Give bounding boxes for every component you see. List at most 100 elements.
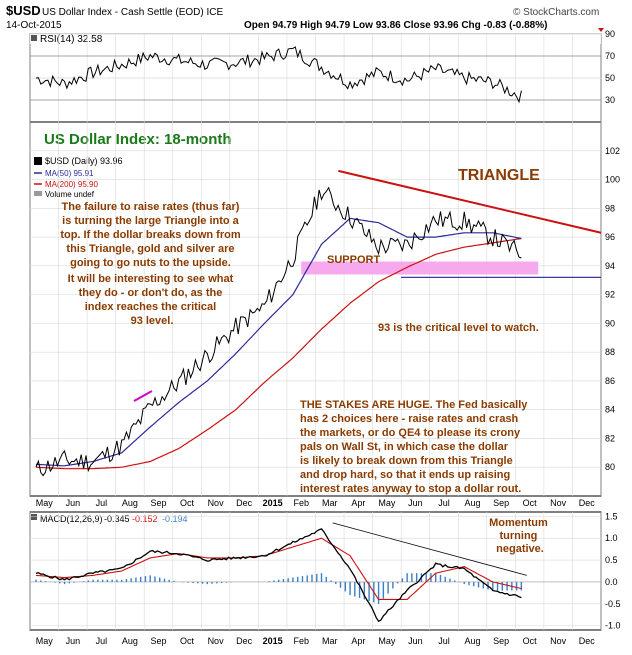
x-axis-label-macd: Sep bbox=[150, 636, 166, 646]
macd-hist-bar bbox=[73, 581, 75, 583]
macd-tick-label: 0.0 bbox=[605, 577, 618, 587]
macd-hist-bar bbox=[97, 579, 99, 582]
macd-hist-bar bbox=[463, 581, 465, 585]
x-axis-label-macd: Feb bbox=[293, 636, 309, 646]
x-axis-label-macd: Nov bbox=[208, 636, 225, 646]
macd-hist-bar bbox=[477, 581, 480, 588]
macd-hist-bar bbox=[197, 581, 199, 584]
x-axis-label-price: Mar bbox=[322, 498, 338, 508]
macd-hist-bar bbox=[277, 579, 280, 582]
rsi-line bbox=[35, 46, 522, 104]
price-tick-label: 88 bbox=[605, 347, 615, 357]
macd-hist-bar bbox=[59, 581, 61, 584]
note-momentum: Momentum turning negative. bbox=[489, 517, 551, 555]
x-axis-label-macd: Jul bbox=[438, 636, 450, 646]
macd-hist-bar bbox=[168, 579, 170, 582]
x-axis-label-price: May bbox=[36, 498, 54, 508]
macd-hist-bar bbox=[425, 573, 427, 582]
macd-hist-bar bbox=[35, 579, 37, 582]
date-label: 14-Oct-2015 bbox=[6, 20, 62, 31]
macd-hist-bar bbox=[435, 573, 437, 582]
index-name: US Dollar Index - Cash Settle (EOD) ICE bbox=[42, 7, 223, 18]
macd-hist-bar bbox=[216, 581, 218, 584]
ohlc-line: Open 94.79 High 94.79 Low 93.86 Close 93… bbox=[244, 20, 547, 31]
x-axis-label-price: Jul bbox=[96, 498, 108, 508]
macd-hist-bar bbox=[292, 577, 294, 582]
x-axis-label-price: Dec bbox=[579, 498, 596, 508]
macd-hist-value: -0.194 bbox=[162, 514, 188, 524]
x-axis-label-price: Nov bbox=[208, 498, 225, 508]
macd-hist-bar bbox=[377, 581, 380, 604]
macd-hist-bar bbox=[54, 581, 56, 583]
rsi-tick-label: 70 bbox=[605, 51, 615, 61]
x-axis-label-macd: Aug bbox=[122, 636, 138, 646]
macd-hist-bar bbox=[325, 576, 327, 582]
x-axis-label-macd: Oct bbox=[523, 636, 538, 646]
macd-hist-bar bbox=[392, 581, 394, 589]
macd-line bbox=[35, 528, 522, 623]
macd-hist-bar bbox=[492, 581, 494, 591]
macd-hist-bar bbox=[330, 580, 332, 582]
price-tick-label: 98 bbox=[605, 203, 615, 213]
macd-tick-label: 0.5 bbox=[605, 555, 618, 565]
price-legend-swatch bbox=[34, 157, 42, 165]
triangle-trendline bbox=[338, 169, 602, 234]
macd-tick-label: 1.0 bbox=[605, 533, 618, 543]
macd-hist-bar bbox=[82, 581, 85, 582]
rsi-legend-swatch bbox=[31, 35, 37, 41]
price-tick-label: 96 bbox=[605, 232, 615, 242]
note-stakes: THE STAKES ARE HUGE. The Fed basically h… bbox=[300, 399, 530, 495]
pink-mark bbox=[133, 390, 153, 402]
x-axis-label-macd: 2015 bbox=[263, 636, 283, 646]
x-axis-label-macd: Jun bbox=[66, 636, 81, 646]
macd-hist-bar bbox=[382, 581, 385, 599]
macd-hist-bar bbox=[396, 581, 399, 584]
chart-title: US Dollar Index: 18-month bbox=[44, 131, 232, 148]
legend-price: $USD (Daily) 93.96 bbox=[45, 156, 123, 166]
down-triangle-icon bbox=[598, 28, 604, 32]
macd-hist-bar bbox=[339, 581, 342, 588]
macd-hist-bar bbox=[116, 579, 118, 582]
watermark: © StockCharts.com bbox=[513, 7, 599, 18]
macd-hist-bar bbox=[454, 580, 456, 582]
macd-hist-bar bbox=[40, 580, 42, 582]
x-axis-label-price: Dec bbox=[236, 498, 253, 508]
macd-tick-label: 1.5 bbox=[605, 511, 618, 521]
macd-hist-bar bbox=[159, 577, 161, 582]
symbol-label: $USD bbox=[6, 3, 41, 18]
macd-hist-bar bbox=[201, 581, 204, 584]
x-axis-label-price: Oct bbox=[523, 498, 538, 508]
macd-hist-bar bbox=[316, 573, 318, 582]
macd-hist-bar bbox=[344, 581, 346, 592]
price-tick-label: 82 bbox=[605, 433, 615, 443]
x-axis-label-price: May bbox=[378, 498, 396, 508]
macd-trendline bbox=[332, 522, 527, 576]
macd-hist-bar bbox=[154, 576, 156, 582]
x-axis-label-macd: Jun bbox=[408, 636, 423, 646]
price-tick-label: 80 bbox=[605, 462, 615, 472]
note-critical: 93 is the critical level to watch. bbox=[378, 322, 539, 334]
macd-hist-bar bbox=[211, 581, 213, 584]
price-legend: $USD (Daily) 93.96 MA(50) 95.91 MA(200) … bbox=[34, 156, 123, 199]
x-axis-label-macd: Mar bbox=[322, 636, 338, 646]
legend-ma50: MA(50) 95.91 bbox=[45, 169, 94, 178]
x-axis-label-price: Aug bbox=[465, 498, 481, 508]
macd-tick-label: -0.5 bbox=[605, 599, 621, 609]
x-axis-label-macd: May bbox=[378, 636, 396, 646]
x-axis-label-macd: Nov bbox=[550, 636, 567, 646]
macd-hist-bar bbox=[139, 576, 142, 582]
macd-hist-bar bbox=[363, 581, 366, 600]
x-axis-label-price: Feb bbox=[293, 498, 309, 508]
support-label: SUPPORT bbox=[327, 254, 380, 266]
macd-hist-bar bbox=[87, 580, 90, 582]
macd-signal-line bbox=[35, 537, 522, 600]
macd-label: MACD(12,26,9) bbox=[40, 514, 103, 524]
macd-hist-bar bbox=[501, 581, 504, 591]
macd-hist-bar bbox=[135, 577, 137, 582]
macd-tick-label: -1.0 bbox=[605, 621, 621, 631]
x-axis-label-price: Aug bbox=[122, 498, 138, 508]
macd-hist-bar bbox=[468, 581, 470, 586]
macd-hist-bar bbox=[101, 579, 104, 582]
macd-hist-bar bbox=[306, 575, 308, 582]
x-axis-label-price: Jul bbox=[438, 498, 450, 508]
